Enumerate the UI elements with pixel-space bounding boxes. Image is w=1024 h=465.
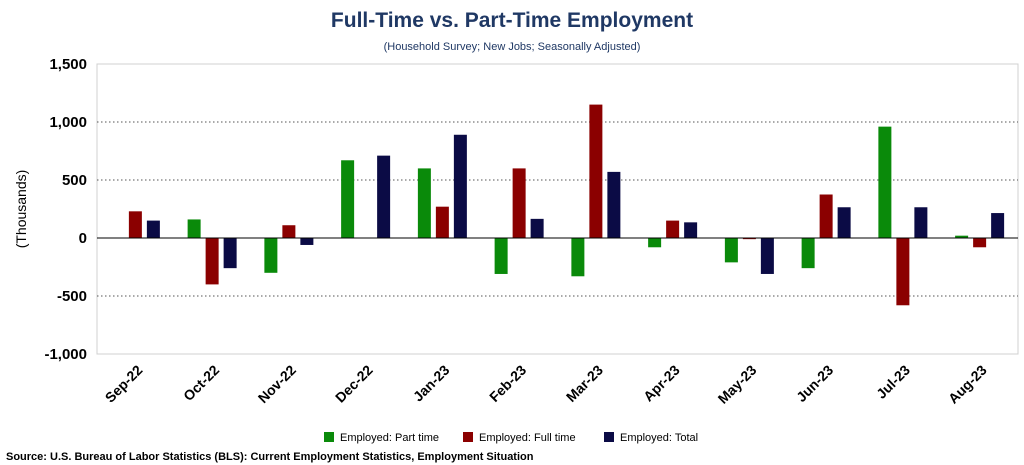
x-tick-label: Aug-23 [945,362,990,407]
bar [435,206,449,238]
bar [589,104,603,238]
bar [896,238,910,306]
x-tick-label: Jun-23 [793,362,836,405]
bar [955,235,969,238]
bar [648,238,662,248]
bar [801,238,815,269]
legend-swatch [463,432,473,442]
legend-item: Employed: Total [604,432,698,444]
bar [991,213,1005,238]
bar [973,238,987,248]
bar [878,126,892,238]
bar [264,238,278,273]
x-tick-label: May-23 [715,362,760,407]
legend-label: Employed: Part time [340,432,439,444]
x-tick-label: Apr-23 [640,362,683,405]
y-axis-label: (Thousands) [13,170,29,249]
bar [607,171,621,238]
legend-item: Employed: Part time [324,432,439,444]
bar [837,207,851,238]
source-note: Source: U.S. Bureau of Labor Statistics … [6,451,534,463]
bar [187,219,201,238]
bar [684,222,698,238]
bar [453,134,467,238]
bar [128,211,142,238]
x-tick-label: Dec-22 [332,362,376,406]
x-tick-label: Jul-23 [873,362,913,402]
legend-swatch [324,432,334,442]
legend-swatch [604,432,614,442]
bar [341,160,355,238]
bar [205,238,219,285]
x-tick-label: Sep-22 [102,362,146,406]
bar [724,238,738,263]
bar [300,238,314,245]
chart-subtitle: (Household Survey; New Jobs; Seasonally … [384,41,641,53]
legend-label: Employed: Total [620,432,698,444]
y-tick-label: 1,000 [49,114,87,131]
x-tick-label: Mar-23 [563,362,606,405]
legend-item: Employed: Full time [463,432,576,444]
x-tick-label: Feb-23 [486,362,529,405]
y-tick-label: 500 [62,172,87,189]
bar [146,220,160,238]
plot-area [96,63,1019,355]
y-tick-label: 1,500 [49,56,87,73]
bar [571,238,585,277]
bar [914,207,928,238]
bar [760,238,774,274]
bar [819,194,833,238]
bar [742,238,756,240]
bar [377,155,391,238]
x-tick-label: Oct-22 [180,362,222,404]
bar [530,218,544,238]
bar [417,168,431,238]
bar [223,238,237,269]
y-tick-label: -500 [57,288,87,305]
legend-label: Employed: Full time [479,432,576,444]
bar [494,238,508,274]
bar [282,225,296,238]
x-tick-label: Jan-23 [410,362,453,405]
y-tick-label: 0 [79,230,87,247]
bar [666,220,680,238]
chart-title: Full-Time vs. Part-Time Employment [331,9,693,32]
x-tick-label: Nov-22 [255,362,299,406]
y-tick-label: -1,000 [44,346,87,363]
bar [512,168,526,238]
